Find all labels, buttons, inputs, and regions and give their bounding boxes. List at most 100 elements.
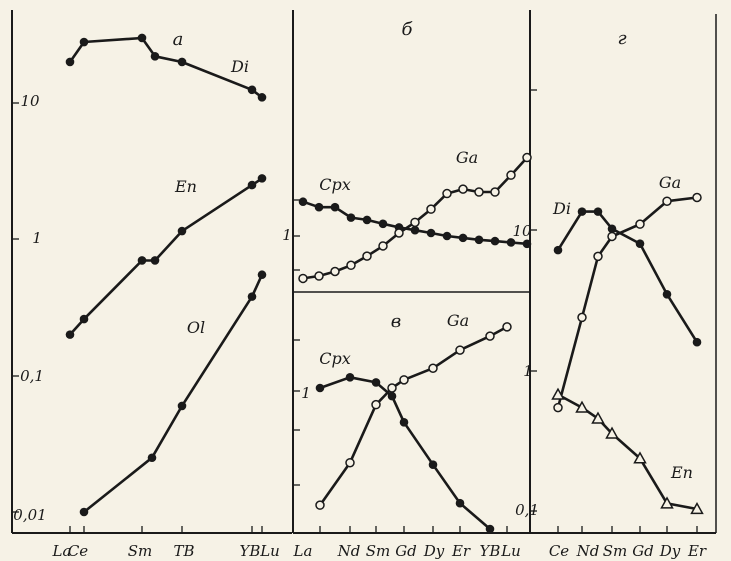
x-tick-label: TB [173, 542, 194, 560]
y-tick-label: 1 [282, 226, 292, 244]
panel-v-cpx-point [315, 383, 325, 393]
panel-g-ga-label: Ga [659, 173, 681, 192]
panel-b-cpx-point [410, 225, 420, 235]
panel-a-di-label: Di [230, 57, 249, 76]
panel-v-ga-label: Ga [447, 311, 469, 330]
x-tick-label: Er [687, 542, 707, 560]
y-tick-label: 10 [20, 92, 40, 110]
panel-g-di-point [577, 207, 587, 216]
panel-b-ga-point [490, 187, 500, 197]
y-tick-label: 0,1 [20, 367, 44, 385]
x-tick-label: La [293, 542, 313, 560]
panel-b-ga-point [298, 273, 308, 284]
panel-v-cpx-point [387, 391, 397, 401]
x-tick-label: Sm [128, 542, 153, 560]
panel-a-ol-label: Ol [187, 318, 205, 337]
panel-g-en-point [591, 411, 605, 424]
y-tick-label: 1 [301, 384, 311, 402]
y-tick-label: 1 [32, 229, 42, 247]
panel-v-ga-point [485, 331, 495, 341]
panel-g-en-point [633, 451, 647, 464]
panel-b-cpx-point [362, 215, 372, 225]
axis-ticks [12, 89, 698, 533]
panel-g-ga-point [593, 251, 603, 262]
panel-g-ga-point [553, 402, 563, 413]
x-tick-label: YB [240, 542, 261, 560]
panel-g-di-point [635, 239, 645, 248]
panel-b-cpx-point [314, 202, 324, 212]
panel-g-title: г [617, 28, 626, 49]
panel-b-ga-point [410, 217, 420, 228]
panel-a-en-point [79, 314, 89, 324]
panel-g-en-point [660, 496, 674, 509]
panel-a-ol-point [247, 292, 257, 301]
panel-g-di-point [553, 245, 563, 255]
panel-b-cpx-point [474, 235, 484, 245]
panel-b-cpx-point [426, 228, 436, 238]
y-tick-label: 10 [512, 222, 532, 240]
x-tick-label: Nd [337, 542, 361, 560]
x-tick-label: Dy [659, 542, 681, 560]
panel-b-ga-point [394, 228, 404, 238]
panel-b-ga-point [458, 184, 468, 194]
series-markers [65, 33, 704, 534]
panel-a-en-point [150, 256, 160, 265]
x-tick-label: Nd [576, 542, 600, 560]
x-tick-label: Sm [366, 542, 391, 560]
panel-a-en-line [69, 177, 263, 336]
panel-g-en-label: En [670, 463, 693, 482]
panel-g-di-point [662, 289, 672, 299]
panel-b-ga-point [362, 251, 372, 261]
panel-a-di-point [137, 33, 147, 43]
panel-v-cpx-line [319, 376, 491, 530]
panel-b-cpx-point [330, 202, 340, 212]
panel-a-en-point [247, 180, 257, 190]
panel-a-ol-point [147, 453, 157, 463]
panel-a-ol-point [257, 270, 267, 280]
panel-b-ga-point [522, 152, 532, 163]
series-lines [68, 36, 699, 530]
panel-v-cpx-point [399, 417, 409, 427]
panel-a-ol-point [177, 401, 187, 411]
panel-g-ga-point [662, 196, 672, 206]
panel-v-ga-point [455, 345, 465, 355]
panel-v-cpx-point [455, 498, 465, 508]
panel-g-en-point [605, 426, 619, 439]
panel-v-ga-point [399, 375, 409, 385]
panel-a-en-point [65, 330, 75, 339]
panel-v-cpx-label: Cpx [319, 349, 351, 368]
panel-g-en-point [690, 501, 704, 515]
panel-a-en-point [257, 174, 267, 183]
panel-b-cpx-point [522, 239, 532, 249]
panel-b-title: б [402, 19, 414, 40]
panel-b-ga-point [378, 241, 388, 251]
panel-g-ga-line [556, 196, 698, 408]
panel-v-cpx-point [485, 524, 495, 534]
x-tick-label: Er [451, 542, 471, 560]
panel-v-ga-point [502, 322, 512, 332]
panel-v-cpx-point [371, 378, 381, 387]
panel-b-cpx-point [378, 219, 388, 229]
panel-g-di-line [556, 210, 699, 343]
x-tick-label: Gd [632, 542, 654, 560]
panel-g-di-point [593, 207, 603, 216]
panel-a-di-point [79, 37, 89, 47]
panel-b-cpx-point [442, 231, 452, 241]
panel-g-di-label: Di [552, 199, 571, 218]
panel-a-en-label: En [174, 177, 197, 196]
panel-b-ga-label: Ga [456, 148, 478, 167]
panel-b-cpx-point [458, 233, 468, 243]
panel-frames [11, 10, 717, 534]
panel-b-ga-point [474, 187, 484, 197]
panel-a-di-point [257, 93, 267, 102]
x-tick-label: Lu [500, 542, 521, 560]
panel-b-ga-point [506, 170, 516, 180]
panel-v-ga-point [345, 457, 355, 468]
panel-a-di-point [150, 52, 160, 61]
panel-a-di-point [177, 57, 187, 67]
x-tick-label: Gd [395, 542, 417, 560]
panel-b-ga-point [346, 260, 356, 271]
panel-v-ga-point [387, 383, 397, 393]
